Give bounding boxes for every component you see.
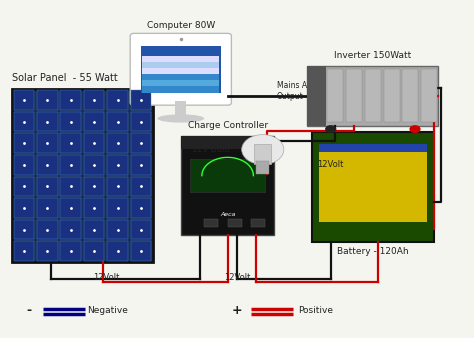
Bar: [84, 220, 104, 240]
Bar: [131, 198, 151, 218]
Text: Solar Panel  - 55 Watt: Solar Panel - 55 Watt: [12, 73, 118, 83]
FancyBboxPatch shape: [130, 33, 231, 105]
Bar: [142, 80, 219, 87]
Bar: [402, 69, 418, 122]
Bar: [181, 136, 274, 149]
Bar: [60, 241, 81, 261]
Bar: [142, 62, 219, 68]
Bar: [60, 112, 81, 131]
Bar: [37, 198, 57, 218]
Bar: [131, 90, 151, 110]
Bar: [142, 74, 219, 80]
Bar: [14, 112, 34, 131]
Bar: [14, 155, 34, 175]
Bar: [84, 112, 104, 131]
Bar: [204, 219, 218, 227]
Text: +: +: [232, 304, 242, 317]
Bar: [60, 90, 81, 110]
Bar: [84, 90, 104, 110]
Bar: [319, 146, 427, 222]
Bar: [84, 241, 104, 261]
Bar: [142, 68, 219, 74]
Bar: [256, 161, 269, 174]
Bar: [37, 112, 57, 131]
Bar: [142, 87, 219, 93]
Bar: [365, 69, 381, 122]
Bar: [12, 89, 153, 262]
Bar: [319, 144, 427, 152]
Bar: [255, 144, 271, 164]
Bar: [107, 220, 128, 240]
Bar: [131, 155, 151, 175]
Bar: [328, 69, 343, 122]
Bar: [107, 241, 128, 261]
Bar: [107, 198, 128, 218]
Bar: [37, 90, 57, 110]
Text: Computer 80W: Computer 80W: [146, 21, 215, 30]
Bar: [84, 155, 104, 175]
Bar: [84, 198, 104, 218]
Bar: [60, 220, 81, 240]
Bar: [60, 155, 81, 175]
Text: 12Volt: 12Volt: [317, 160, 343, 169]
Text: -: -: [26, 304, 31, 317]
Bar: [251, 219, 265, 227]
Bar: [142, 56, 219, 62]
Bar: [14, 177, 34, 196]
Bar: [37, 155, 57, 175]
Bar: [181, 136, 274, 236]
Bar: [60, 198, 81, 218]
Bar: [107, 90, 128, 110]
Bar: [228, 219, 242, 227]
Text: Aeca: Aeca: [220, 212, 235, 217]
Text: Charge Controller: Charge Controller: [188, 121, 268, 130]
Bar: [190, 159, 265, 192]
Text: Mains AC
Output: Mains AC Output: [277, 81, 312, 101]
Bar: [37, 241, 57, 261]
Bar: [107, 177, 128, 196]
Bar: [131, 134, 151, 153]
Bar: [14, 198, 34, 218]
Text: 12Volt: 12Volt: [224, 273, 250, 282]
Bar: [37, 220, 57, 240]
Text: Inverter 150Watt: Inverter 150Watt: [334, 51, 411, 59]
Text: 12Volt: 12Volt: [92, 273, 119, 282]
Bar: [346, 69, 362, 122]
Text: Positive: Positive: [298, 307, 333, 315]
Bar: [383, 69, 400, 122]
Bar: [14, 241, 34, 261]
Bar: [175, 101, 186, 118]
Bar: [84, 177, 104, 196]
Bar: [14, 220, 34, 240]
Bar: [107, 134, 128, 153]
Bar: [309, 69, 325, 122]
Bar: [107, 155, 128, 175]
Circle shape: [410, 125, 420, 133]
Bar: [37, 134, 57, 153]
Bar: [37, 177, 57, 196]
Text: Battery - 120Ah: Battery - 120Ah: [337, 247, 409, 256]
Bar: [131, 112, 151, 131]
Circle shape: [242, 135, 284, 165]
Bar: [131, 220, 151, 240]
Bar: [312, 132, 434, 242]
Bar: [131, 177, 151, 196]
Bar: [14, 90, 34, 110]
Ellipse shape: [157, 114, 204, 123]
Bar: [131, 241, 151, 261]
Bar: [60, 134, 81, 153]
Bar: [307, 66, 326, 126]
Bar: [421, 69, 437, 122]
Bar: [84, 134, 104, 153]
Bar: [107, 112, 128, 131]
Bar: [307, 66, 438, 126]
Bar: [141, 46, 220, 93]
Text: Negative: Negative: [87, 307, 128, 315]
Circle shape: [325, 125, 337, 133]
Bar: [14, 134, 34, 153]
Bar: [60, 177, 81, 196]
Text: 12V Bulb: 12V Bulb: [192, 145, 230, 154]
